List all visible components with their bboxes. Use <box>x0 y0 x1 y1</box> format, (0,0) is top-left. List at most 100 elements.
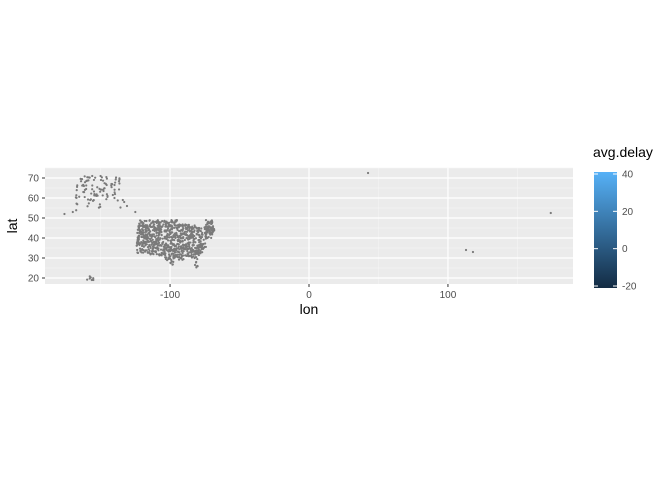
data-point <box>178 248 181 251</box>
data-point <box>193 263 197 267</box>
data-point <box>162 249 165 252</box>
data-point <box>178 224 182 227</box>
legend-colorbar <box>594 172 617 288</box>
data-point <box>161 220 164 223</box>
points-layer <box>63 171 552 282</box>
data-point <box>117 188 121 191</box>
data-point <box>114 176 118 179</box>
data-point <box>156 224 159 227</box>
data-point <box>181 251 184 255</box>
data-point <box>140 220 144 224</box>
data-point <box>199 243 202 246</box>
data-point <box>93 194 96 197</box>
data-point <box>154 250 157 253</box>
data-point <box>144 228 148 232</box>
y-tick-label: 70 <box>28 174 40 185</box>
data-point <box>211 230 214 233</box>
data-point <box>177 245 180 248</box>
data-point <box>153 227 156 230</box>
data-point <box>161 242 164 245</box>
data-point <box>116 199 119 202</box>
data-point <box>204 219 208 222</box>
data-point <box>110 186 113 189</box>
data-point <box>208 229 211 232</box>
data-point <box>153 220 157 223</box>
data-point <box>202 242 205 246</box>
data-point <box>186 225 189 229</box>
data-point <box>179 256 182 259</box>
data-point <box>144 233 147 236</box>
data-point <box>167 236 170 239</box>
data-point <box>136 238 139 241</box>
data-point <box>171 227 174 230</box>
data-point <box>173 221 176 224</box>
data-point <box>148 243 151 247</box>
data-point <box>175 226 178 229</box>
data-point <box>192 243 195 247</box>
data-point <box>190 228 193 232</box>
data-point <box>138 223 141 226</box>
data-point <box>118 182 121 185</box>
data-point <box>150 222 153 225</box>
data-point <box>155 253 158 256</box>
data-point <box>188 245 191 248</box>
data-point <box>151 249 154 252</box>
data-point <box>198 235 201 239</box>
data-point <box>183 238 186 242</box>
data-point <box>155 227 158 230</box>
data-point <box>181 246 184 250</box>
data-point <box>196 251 199 255</box>
data-point <box>160 233 163 237</box>
data-point <box>155 246 158 249</box>
data-point <box>179 240 182 243</box>
data-point <box>136 231 139 234</box>
data-point <box>147 232 151 235</box>
data-point <box>113 188 116 191</box>
data-point <box>166 244 169 247</box>
data-point <box>178 229 182 233</box>
data-point <box>82 190 85 194</box>
data-point <box>206 222 209 225</box>
data-point <box>113 196 116 200</box>
data-point <box>140 230 143 233</box>
data-point <box>159 237 162 240</box>
data-point <box>205 223 208 226</box>
data-point <box>180 254 184 257</box>
data-point <box>88 277 91 280</box>
data-point <box>150 240 153 243</box>
data-point <box>209 231 212 234</box>
data-point <box>154 236 157 239</box>
data-point <box>169 228 172 232</box>
data-point <box>196 244 199 247</box>
data-point <box>96 186 99 189</box>
data-point <box>172 226 176 229</box>
data-point <box>81 184 84 187</box>
data-point <box>169 255 172 258</box>
data-point <box>163 229 166 232</box>
data-point <box>196 257 199 261</box>
data-point <box>175 254 178 257</box>
data-point <box>197 238 200 242</box>
data-point <box>147 248 150 251</box>
data-point <box>145 249 148 252</box>
data-point <box>164 242 167 245</box>
data-point <box>113 191 116 194</box>
data-point <box>182 250 185 253</box>
data-point <box>200 227 203 230</box>
legend-tick-label: 40 <box>622 170 634 181</box>
data-point <box>143 250 147 253</box>
data-point <box>169 224 172 228</box>
data-point <box>204 225 208 228</box>
data-point <box>189 226 192 229</box>
data-point <box>163 245 166 248</box>
data-point <box>194 261 198 264</box>
data-point <box>85 184 88 187</box>
x-tick-label: 100 <box>440 290 457 301</box>
data-point <box>185 230 189 233</box>
data-point <box>149 246 152 250</box>
data-point <box>155 234 158 237</box>
data-point <box>197 233 200 236</box>
data-point <box>156 244 160 247</box>
